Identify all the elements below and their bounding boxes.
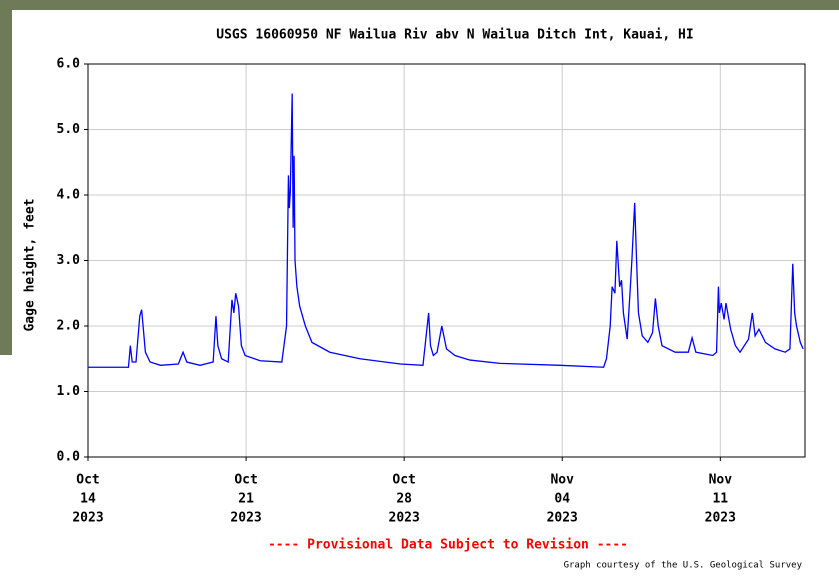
x-tick-label: 04 xyxy=(554,492,570,507)
x-tick-label: Oct xyxy=(234,473,257,488)
y-tick-label: 2.0 xyxy=(57,319,81,334)
backdrop-left xyxy=(0,0,12,355)
x-tick-label: 21 xyxy=(238,492,254,507)
x-tick-label: Oct xyxy=(76,473,99,488)
x-tick-label: 2023 xyxy=(72,511,103,526)
x-tick-label: 2023 xyxy=(389,511,420,526)
x-tick-label: Oct xyxy=(392,473,415,488)
x-tick-label: 2023 xyxy=(547,511,578,526)
y-tick-label: 1.0 xyxy=(57,384,81,399)
x-tick-label: 2023 xyxy=(230,511,261,526)
page: {"chart_data": { "type": "line", "title"… xyxy=(0,0,839,577)
x-tick-label: 11 xyxy=(712,492,728,507)
x-tick-label: 28 xyxy=(396,492,412,507)
y-tick-label: 5.0 xyxy=(57,122,81,137)
backdrop-top xyxy=(0,0,839,10)
y-tick-label: 3.0 xyxy=(57,253,81,268)
y-tick-label: 4.0 xyxy=(57,188,81,203)
x-tick-label: Nov xyxy=(550,473,574,488)
y-tick-label: 6.0 xyxy=(57,57,81,72)
x-tick-label: Nov xyxy=(709,473,733,488)
chart-title: USGS 16060950 NF Wailua Riv abv N Wailua… xyxy=(216,28,693,43)
x-tick-label: 2023 xyxy=(705,511,736,526)
y-axis-label: Gage height, feet xyxy=(23,198,38,331)
credit: Graph courtesy of the U.S. Geological Su… xyxy=(564,561,803,571)
x-tick-label: 14 xyxy=(80,492,96,507)
chart: USGS 16060950 NF Wailua Riv abv N Wailua… xyxy=(0,0,839,577)
footnote: ---- Provisional Data Subject to Revisio… xyxy=(268,538,628,553)
y-tick-label: 0.0 xyxy=(57,450,81,465)
